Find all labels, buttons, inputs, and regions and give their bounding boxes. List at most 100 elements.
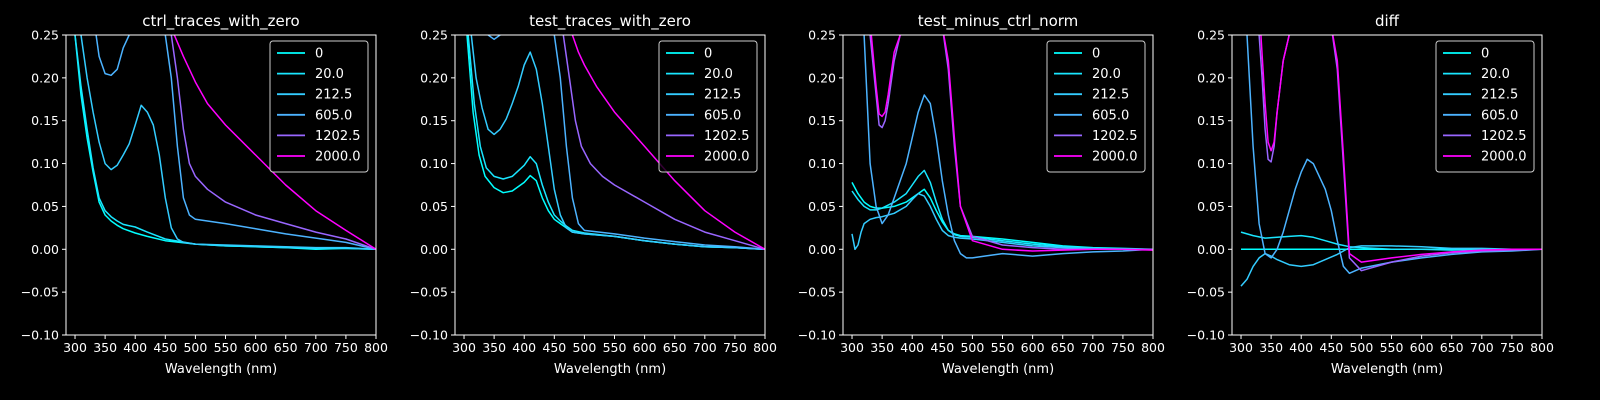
y-tick-label: 0.25 <box>31 28 59 43</box>
chart-panel-2: 300 350 400 450 500 550 600 650 700 750 800 −0.10 −0… <box>410 12 777 377</box>
legend-label: 20.0 <box>315 67 344 82</box>
legend-label: 212.5 <box>1092 88 1129 103</box>
legend-label: 2000.0 <box>704 150 750 165</box>
series-line-1202.5 <box>869 35 1153 251</box>
axes-frame <box>842 34 1154 336</box>
series-line-605.0 <box>95 35 376 251</box>
y-tick-label: 0.20 <box>1197 70 1225 85</box>
legend-label: 1202.5 <box>1092 129 1138 144</box>
x-tick-label: 550 <box>991 340 1015 355</box>
y-tick-label: −0.05 <box>1187 285 1225 300</box>
y-tick-label: 0.20 <box>808 70 836 85</box>
x-tick-label: 500 <box>960 340 984 355</box>
x-tick-label: 750 <box>334 340 358 355</box>
x-tick-label: 350 <box>1259 340 1283 355</box>
y-tick-label: 0.25 <box>420 28 448 43</box>
x-tick-label: 300 <box>452 340 476 355</box>
x-tick-label: 600 <box>633 340 657 355</box>
y-tick-label: −0.10 <box>21 328 59 343</box>
x-tick-label: 350 <box>482 340 506 355</box>
x-tick-label: 800 <box>753 340 777 355</box>
legend-label: 605.0 <box>1481 108 1518 123</box>
axes-frame <box>1231 34 1543 336</box>
chart-title: test_minus_ctrl_norm <box>918 12 1079 31</box>
y-tick-label: 0.00 <box>420 242 448 257</box>
axes-frame <box>454 34 766 336</box>
x-tick-label: 500 <box>183 340 207 355</box>
y-tick-label: 0.20 <box>31 70 59 85</box>
plot-area <box>466 35 765 251</box>
x-tick-label: 700 <box>1081 340 1105 355</box>
legend-label: 2000.0 <box>1092 150 1138 165</box>
x-tick-label: 650 <box>274 340 298 355</box>
y-tick-label: 0.00 <box>31 242 59 257</box>
legend-label: 1202.5 <box>704 129 750 144</box>
plot-area <box>1240 35 1542 287</box>
x-tick-label: 650 <box>1440 340 1464 355</box>
chart-panel-4: 300 350 400 450 500 550 600 650 700 750 800 −0.10 −0… <box>1187 12 1554 377</box>
x-tick-label: 700 <box>304 340 328 355</box>
x-tick-label: 550 <box>1380 340 1404 355</box>
legend-label: 20.0 <box>1481 67 1510 82</box>
x-tick-label: 800 <box>364 340 388 355</box>
x-axis-label: Wavelength (nm) <box>554 362 666 377</box>
legend: 0 20.0 212.5 605.0 1202.5 2000.0 <box>1046 40 1146 173</box>
x-axis-label: Wavelength (nm) <box>942 362 1054 377</box>
legend-label: 212.5 <box>1481 88 1518 103</box>
y-tick-label: 0.05 <box>420 199 448 214</box>
x-tick-label: 450 <box>153 340 177 355</box>
x-axis-label: Wavelength (nm) <box>1331 362 1443 377</box>
y-tick-label: −0.05 <box>410 285 448 300</box>
x-tick-label: 300 <box>1229 340 1253 355</box>
x-tick-label: 400 <box>512 340 536 355</box>
x-tick-label: 750 <box>1500 340 1524 355</box>
chart-panel-1: 300 350 400 450 500 550 600 650 700 750 800 −0.10 −0… <box>21 12 388 377</box>
y-tick-label: 0.00 <box>808 242 836 257</box>
series-line-605.0 <box>1246 35 1542 275</box>
x-tick-label: 750 <box>1111 340 1135 355</box>
y-tick-label: −0.10 <box>798 328 836 343</box>
legend-label: 212.5 <box>315 88 352 103</box>
legend-label: 2000.0 <box>315 150 361 165</box>
series-line-2000.0 <box>870 35 1153 252</box>
x-tick-label: 400 <box>1289 340 1313 355</box>
y-tick-label: 0.05 <box>31 199 59 214</box>
y-tick-label: −0.10 <box>1187 328 1225 343</box>
legend-label: 20.0 <box>704 67 733 82</box>
x-tick-label: 600 <box>1410 340 1434 355</box>
x-axis-label: Wavelength (nm) <box>165 362 277 377</box>
legend-label: 0 <box>315 47 323 62</box>
y-tick-label: 0.15 <box>808 113 836 128</box>
series-line-2000.0 <box>173 35 376 250</box>
legend-label: 1202.5 <box>315 129 361 144</box>
y-tick-label: −0.10 <box>410 328 448 343</box>
series-line-20.0 <box>1240 231 1542 251</box>
legend-label: 2000.0 <box>1481 150 1527 165</box>
y-tick-label: 0.05 <box>1197 199 1225 214</box>
legend-label: 0 <box>1092 47 1100 62</box>
y-tick-label: 0.00 <box>1197 242 1225 257</box>
x-tick-label: 450 <box>930 340 954 355</box>
y-tick-label: 0.15 <box>1197 113 1225 128</box>
legend-label: 0 <box>704 47 712 62</box>
x-tick-label: 550 <box>214 340 238 355</box>
x-tick-label: 800 <box>1530 340 1554 355</box>
plot-area <box>74 35 376 251</box>
x-tick-label: 350 <box>870 340 894 355</box>
legend: 0 20.0 212.5 605.0 1202.5 2000.0 <box>1435 40 1535 173</box>
series-line-212.5 <box>1240 245 1542 287</box>
series-line-605.0 <box>487 35 765 251</box>
series-line-20.0 <box>74 35 376 251</box>
x-tick-label: 700 <box>693 340 717 355</box>
x-tick-label: 600 <box>244 340 268 355</box>
x-tick-label: 600 <box>1021 340 1045 355</box>
chart-title: test_traces_with_zero <box>529 12 691 31</box>
series-line-605.0 <box>863 35 1153 259</box>
legend-label: 212.5 <box>704 88 741 103</box>
y-tick-label: 0.10 <box>1197 156 1225 171</box>
x-tick-label: 750 <box>723 340 747 355</box>
legend-label: 0 <box>1481 47 1489 62</box>
series-line-2000.0 <box>571 35 765 250</box>
x-tick-label: 300 <box>840 340 864 355</box>
